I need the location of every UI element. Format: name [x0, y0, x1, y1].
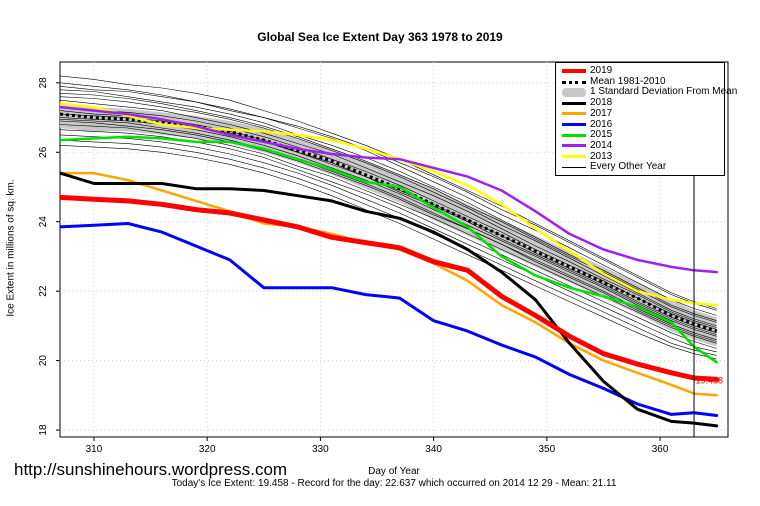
legend-swatch — [562, 144, 586, 148]
mean-line — [60, 112, 718, 333]
other-year-line — [60, 89, 717, 321]
legend-label: 2014 — [590, 139, 613, 151]
x-tick-label: 340 — [425, 444, 442, 455]
other-year-line — [60, 106, 717, 330]
other-year-line — [60, 93, 717, 323]
current-value-label: 19.458 — [695, 375, 723, 385]
footer-stats: Today's Ice Extent: 19.458 - Record for … — [171, 478, 617, 489]
x-tick-label: 320 — [199, 444, 216, 455]
legend-label: Mean 1981-2010 — [590, 75, 666, 87]
y-tick-label: 20 — [38, 355, 49, 367]
legend-label: 2019 — [590, 65, 613, 76]
legend-item: Every Other Year — [556, 161, 724, 173]
legend-item: 1 Standard Deviation From Mean — [556, 86, 737, 98]
legend-item: 2013 — [556, 150, 724, 163]
y-tick-label: 22 — [38, 285, 49, 297]
series-line-2015 — [60, 135, 718, 364]
series-line-2019 — [60, 194, 720, 382]
series-lines — [60, 75, 720, 428]
legend-item: 2017 — [556, 107, 724, 120]
axes: 310 320 330 340 350 360 18 20 22 24 26 28 19.458 — [38, 62, 723, 455]
legend-label: 2016 — [590, 118, 613, 130]
legend-swatch — [562, 133, 586, 137]
legend: 2019 Mean 1981-2010 1 Standard Deviation F… — [555, 62, 737, 176]
legend-swatch — [562, 123, 586, 126]
legend-swatch — [562, 80, 586, 84]
other-year-line — [60, 99, 717, 328]
legend-swatch — [562, 101, 586, 105]
y-axis-label: Ice Extent in millions of sq. km. — [5, 179, 17, 317]
legend-label: Every Other Year — [590, 161, 667, 173]
legend-item: 2019 — [556, 65, 724, 77]
legend-label: 2015 — [590, 129, 613, 141]
chart-title: Global Sea Ice Extent Day 363 1978 to 20… — [257, 30, 503, 44]
legend-swatch — [562, 166, 586, 168]
watermark-url: http://sunshinehours.wordpress.com — [14, 460, 288, 479]
x-tick-label: 330 — [312, 444, 329, 455]
other-year-line — [60, 82, 717, 316]
other-year-line — [60, 86, 717, 311]
y-tick-label: 24 — [38, 216, 49, 228]
legend-item: 2018 — [556, 97, 724, 109]
legend-item: 2016 — [556, 118, 724, 131]
legend-item: 2015 — [556, 129, 724, 141]
legend-item: Mean 1981-2010 — [556, 75, 724, 88]
other-year-line — [60, 124, 717, 344]
x-axis-label: Day of Year — [368, 466, 420, 477]
x-tick-label: 310 — [86, 444, 103, 455]
other-year-line — [60, 145, 717, 360]
series-line-2014 — [60, 105, 718, 274]
y-tick-label: 28 — [38, 77, 49, 89]
y-tick-label: 18 — [38, 424, 49, 436]
series-line-2018 — [60, 171, 719, 428]
legend-swatch — [562, 112, 586, 116]
legend-label: 2013 — [590, 150, 613, 162]
legend-swatch — [562, 88, 586, 98]
legend-swatch — [562, 69, 586, 73]
legend-label: 2018 — [590, 97, 613, 109]
other-year-line — [60, 134, 717, 353]
legend-label: 2017 — [590, 107, 613, 119]
legend-label: 1 Standard Deviation From Mean — [590, 86, 738, 98]
x-tick-label: 350 — [539, 444, 556, 455]
y-tick-label: 26 — [38, 146, 49, 158]
legend-item: 2014 — [556, 139, 724, 152]
other-year-line — [60, 96, 717, 327]
legend-swatch — [562, 155, 586, 159]
x-tick-label: 360 — [652, 444, 669, 455]
